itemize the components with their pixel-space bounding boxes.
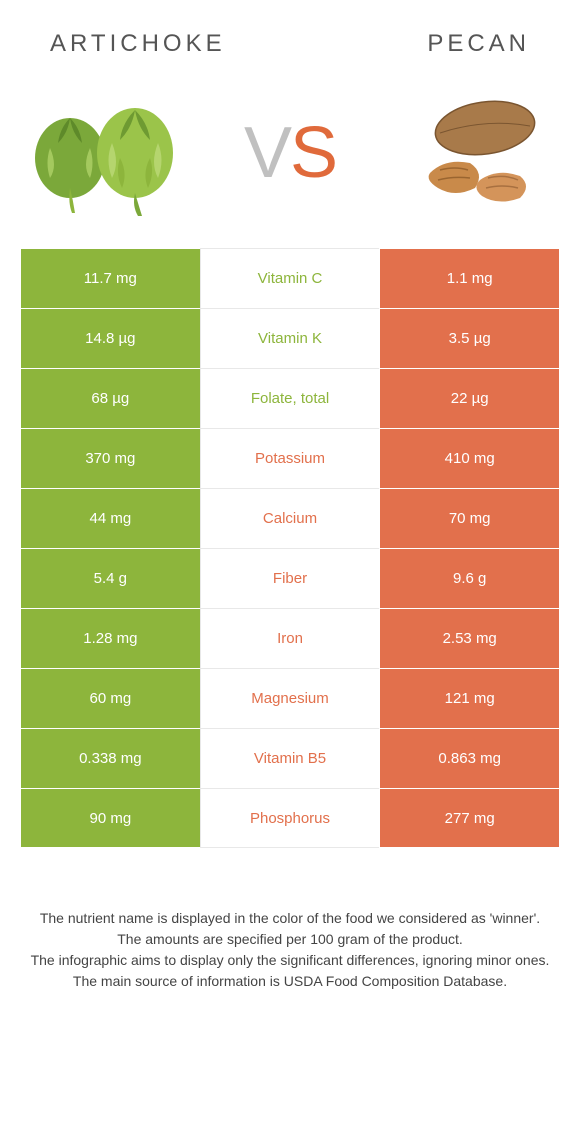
vs-label: VS (244, 112, 336, 194)
right-value: 1.1 mg (379, 248, 560, 308)
table-row: 11.7 mgVitamin C1.1 mg (20, 248, 560, 308)
nutrient-name: Phosphorus (200, 788, 380, 848)
nutrient-name: Vitamin B5 (200, 728, 380, 788)
nutrient-name: Folate, total (200, 368, 380, 428)
table-row: 90 mgPhosphorus277 mg (20, 788, 560, 848)
nutrient-table: 11.7 mgVitamin C1.1 mg14.8 µgVitamin K3.… (20, 248, 560, 848)
right-value: 410 mg (379, 428, 560, 488)
vs-v: V (244, 113, 290, 193)
left-value: 370 mg (20, 428, 200, 488)
pecan-image (390, 88, 560, 218)
table-row: 1.28 mgIron2.53 mg (20, 608, 560, 668)
left-value: 14.8 µg (20, 308, 200, 368)
left-value: 60 mg (20, 668, 200, 728)
table-row: 44 mgCalcium70 mg (20, 488, 560, 548)
title-right: PECAN (427, 30, 530, 58)
left-value: 44 mg (20, 488, 200, 548)
right-value: 9.6 g (379, 548, 560, 608)
nutrient-name: Vitamin C (200, 248, 380, 308)
right-value: 121 mg (379, 668, 560, 728)
table-row: 60 mgMagnesium121 mg (20, 668, 560, 728)
left-value: 1.28 mg (20, 608, 200, 668)
footer-line-3: The infographic aims to display only the… (30, 950, 550, 971)
nutrient-name: Vitamin K (200, 308, 380, 368)
footer-line-2: The amounts are specified per 100 gram o… (30, 929, 550, 950)
table-row: 370 mgPotassium410 mg (20, 428, 560, 488)
right-value: 70 mg (379, 488, 560, 548)
nutrient-name: Magnesium (200, 668, 380, 728)
images-row: VS (0, 78, 580, 248)
left-value: 68 µg (20, 368, 200, 428)
right-value: 277 mg (379, 788, 560, 848)
table-row: 68 µgFolate, total22 µg (20, 368, 560, 428)
header-row: ARTICHOKE PECAN (0, 0, 580, 78)
table-row: 14.8 µgVitamin K3.5 µg (20, 308, 560, 368)
left-value: 5.4 g (20, 548, 200, 608)
footer-line-1: The nutrient name is displayed in the co… (30, 908, 550, 929)
table-row: 0.338 mgVitamin B50.863 mg (20, 728, 560, 788)
right-value: 22 µg (379, 368, 560, 428)
footer-text: The nutrient name is displayed in the co… (0, 848, 580, 992)
right-value: 2.53 mg (379, 608, 560, 668)
left-value: 11.7 mg (20, 248, 200, 308)
left-value: 0.338 mg (20, 728, 200, 788)
right-value: 0.863 mg (379, 728, 560, 788)
nutrient-name: Calcium (200, 488, 380, 548)
vs-s: S (290, 113, 336, 193)
left-value: 90 mg (20, 788, 200, 848)
table-row: 5.4 gFiber9.6 g (20, 548, 560, 608)
right-value: 3.5 µg (379, 308, 560, 368)
footer-line-4: The main source of information is USDA F… (30, 971, 550, 992)
artichoke-image (20, 88, 190, 218)
nutrient-name: Potassium (200, 428, 380, 488)
nutrient-name: Fiber (200, 548, 380, 608)
nutrient-name: Iron (200, 608, 380, 668)
title-left: ARTICHOKE (50, 30, 226, 58)
